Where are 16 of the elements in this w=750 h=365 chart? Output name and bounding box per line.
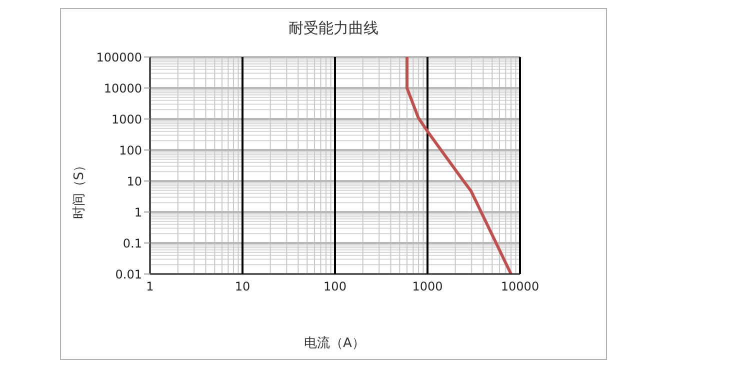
y-tick-label: 1000	[111, 112, 142, 126]
y-tick-label: 0.1	[122, 236, 142, 250]
y-tick-label: 1	[134, 205, 142, 220]
y-tick-label: 10000	[104, 81, 142, 96]
chart-title: 耐受能力曲线	[288, 19, 380, 38]
x-tick-label: 10000	[500, 280, 540, 294]
x-tick-label: 1000	[412, 280, 443, 294]
y-tick-label: 100	[119, 143, 142, 158]
x-tick-label: 1	[146, 280, 154, 294]
x-axis-title: 电流（A）	[303, 335, 366, 352]
y-axis-title: 时间（S）	[71, 158, 88, 220]
y-tick-label: 0.01	[115, 267, 142, 282]
y-tick-label: 10	[126, 174, 142, 188]
x-tick-label: 10	[234, 280, 250, 294]
x-tick-label: 100	[324, 280, 346, 294]
y-tick-label: 100000	[96, 50, 142, 64]
